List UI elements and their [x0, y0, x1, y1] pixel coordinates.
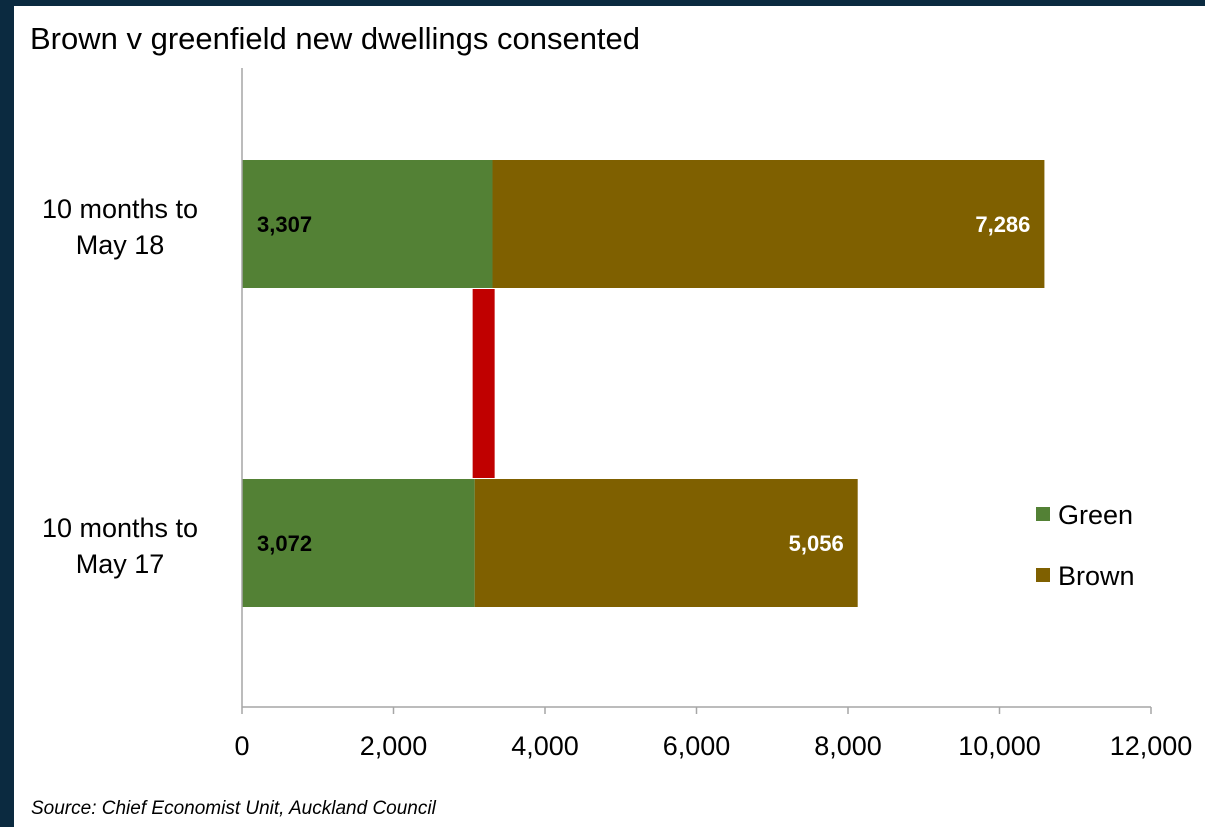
- stacked-bar-chart: Brown v greenfield new dwellings consent…: [30, 21, 1192, 819]
- bar-green-0: [242, 160, 493, 288]
- legend-label-brown: Brown: [1058, 561, 1135, 591]
- x-tick-label-0: 0: [234, 731, 249, 761]
- category-label-0-line-1: May 18: [76, 230, 165, 260]
- change-connector: [472, 289, 495, 478]
- x-tick-label-4: 8,000: [814, 731, 882, 761]
- x-tick-label-1: 2,000: [360, 731, 428, 761]
- bar-green-1: [242, 479, 475, 607]
- legend-label-green: Green: [1058, 500, 1133, 530]
- chart-frame: Brown v greenfield new dwellings consent…: [14, 6, 1205, 827]
- category-label-1-line-0: 10 months to: [42, 513, 198, 543]
- source-note: Source: Chief Economist Unit, Auckland C…: [31, 798, 437, 819]
- data-label-green-0: 3,307: [257, 212, 312, 237]
- bar-brown-0: [492, 160, 1045, 288]
- plot-area: 3,307 7,286 10 months to May 18 3,072 5,056 10…: [42, 68, 1192, 761]
- legend: Green Brown: [1036, 500, 1135, 591]
- category-label-1-line-1: May 17: [76, 549, 165, 579]
- category-label-0-line-0: 10 months to: [42, 194, 198, 224]
- bar-brown-1: [474, 479, 858, 607]
- data-label-brown-0: 7,286: [975, 212, 1030, 237]
- chart-title: Brown v greenfield new dwellings consent…: [30, 21, 640, 56]
- data-label-brown-1: 5,056: [789, 531, 844, 556]
- legend-swatch-green: [1036, 507, 1050, 521]
- x-tick-label-3: 6,000: [663, 731, 731, 761]
- x-tick-label-2: 4,000: [511, 731, 579, 761]
- x-tick-label-6: 12,000: [1110, 731, 1193, 761]
- x-tick-label-5: 10,000: [958, 731, 1041, 761]
- data-label-green-1: 3,072: [257, 531, 312, 556]
- legend-swatch-brown: [1036, 568, 1050, 582]
